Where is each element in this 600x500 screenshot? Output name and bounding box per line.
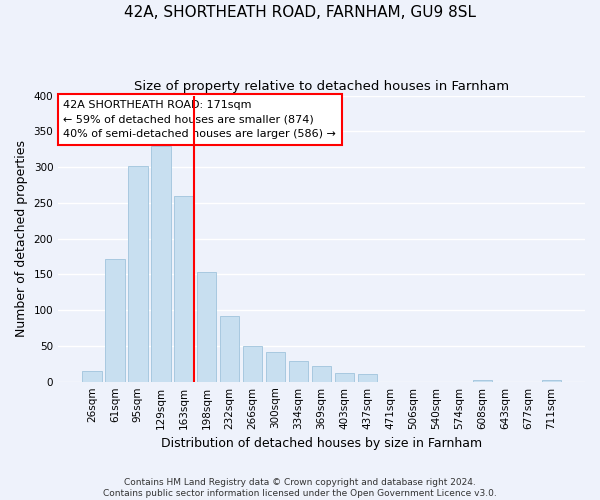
Text: 42A, SHORTHEATH ROAD, FARNHAM, GU9 8SL: 42A, SHORTHEATH ROAD, FARNHAM, GU9 8SL <box>124 5 476 20</box>
Text: 42A SHORTHEATH ROAD: 171sqm
← 59% of detached houses are smaller (874)
40% of se: 42A SHORTHEATH ROAD: 171sqm ← 59% of det… <box>64 100 337 140</box>
Bar <box>473 380 492 382</box>
Bar <box>266 352 286 382</box>
Text: Contains HM Land Registry data © Crown copyright and database right 2024.
Contai: Contains HM Land Registry data © Crown c… <box>103 478 497 498</box>
Bar <box>174 196 194 382</box>
Bar <box>358 374 377 382</box>
Bar <box>82 371 101 382</box>
Bar <box>542 380 561 382</box>
X-axis label: Distribution of detached houses by size in Farnham: Distribution of detached houses by size … <box>161 437 482 450</box>
Title: Size of property relative to detached houses in Farnham: Size of property relative to detached ho… <box>134 80 509 93</box>
Bar <box>243 346 262 382</box>
Bar <box>289 361 308 382</box>
Bar <box>220 316 239 382</box>
Bar <box>128 166 148 382</box>
Bar <box>335 373 355 382</box>
Bar <box>105 258 125 382</box>
Y-axis label: Number of detached properties: Number of detached properties <box>15 140 28 337</box>
Bar <box>197 272 217 382</box>
Bar <box>312 366 331 382</box>
Bar <box>151 146 170 382</box>
